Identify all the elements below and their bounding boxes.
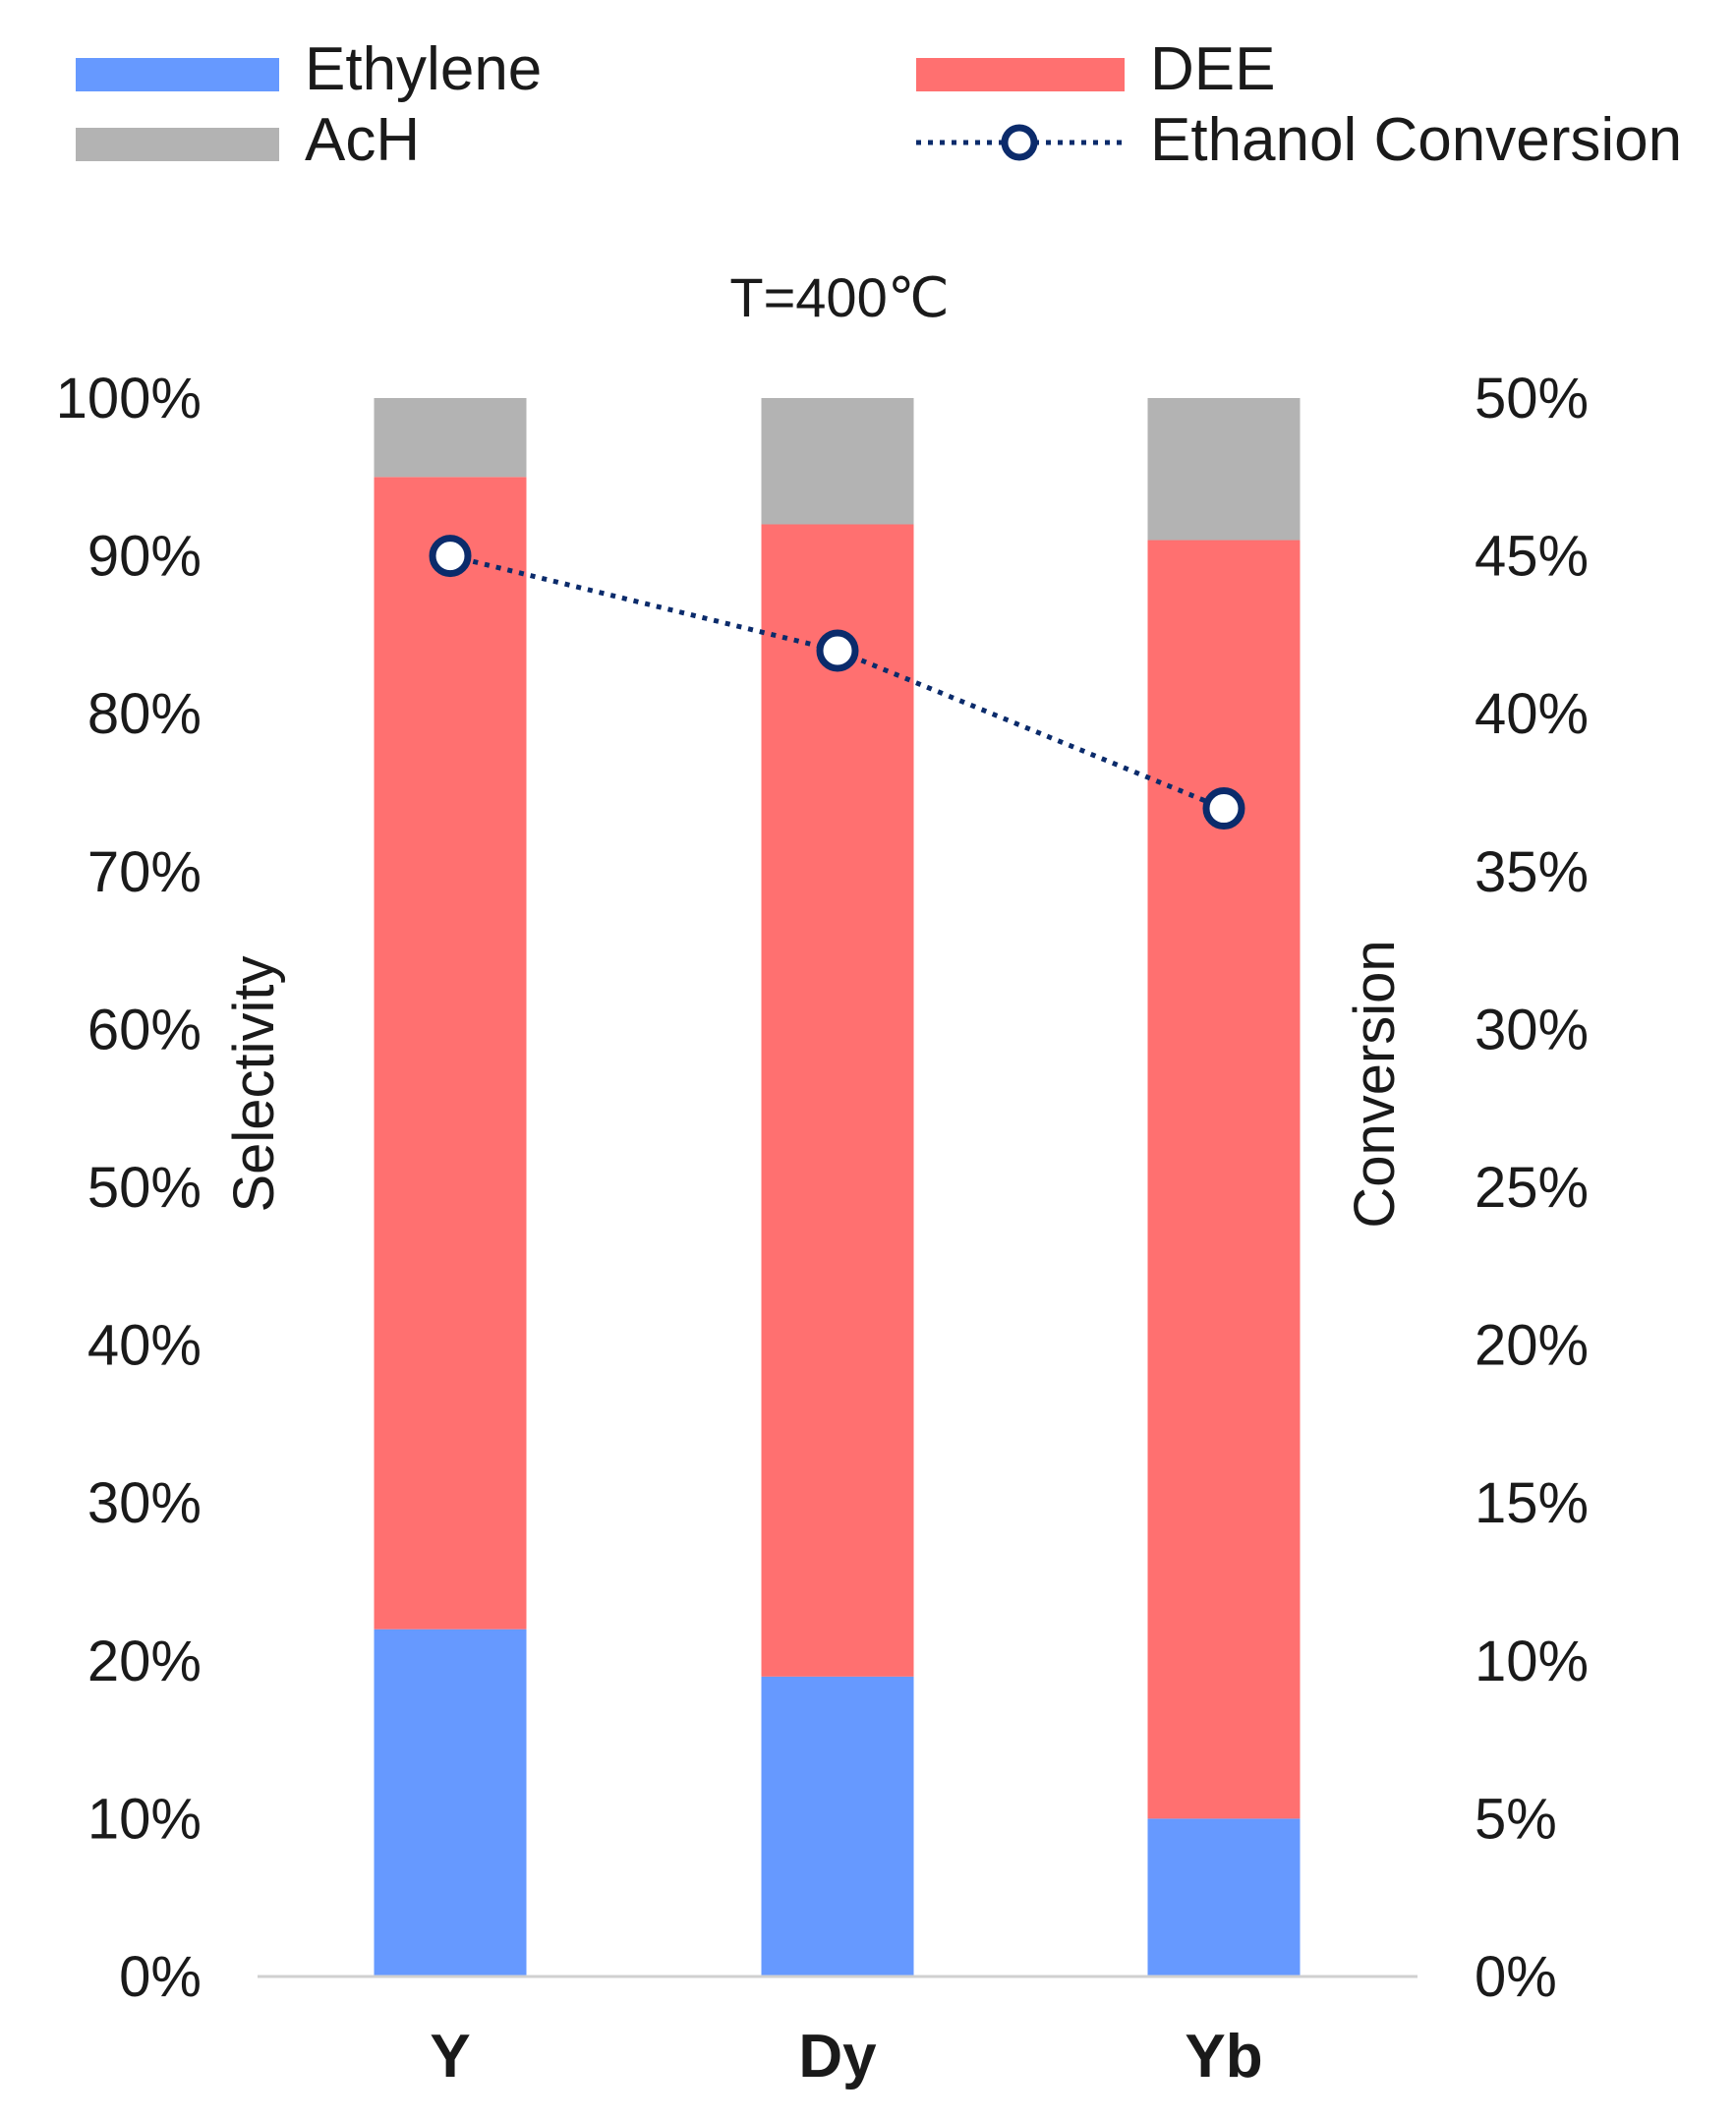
y-left-tick-label: 20% bbox=[87, 1630, 202, 1693]
y-left-tick-label: 50% bbox=[87, 1156, 202, 1220]
y-right-tick-label: 20% bbox=[1475, 1314, 1589, 1378]
legend-swatch-ethylene bbox=[76, 58, 279, 91]
x-category-label: Y bbox=[430, 2023, 470, 2090]
conversion-line-path bbox=[449, 553, 1225, 811]
y-axis-left-title: Selectivity bbox=[222, 955, 286, 1212]
conversion-point-y bbox=[429, 535, 472, 578]
bar-segment-ethylene-y bbox=[374, 1629, 527, 1976]
bar-segment-dee-yb bbox=[1147, 540, 1301, 1819]
y-right-tick-label: 45% bbox=[1475, 525, 1589, 589]
x-category-label: Dy bbox=[798, 2023, 877, 2090]
y-left-tick-label: 60% bbox=[87, 998, 202, 1061]
legend-label-ethylene: Ethylene bbox=[305, 35, 542, 103]
legend-marker-ethanol-conversion bbox=[1001, 124, 1038, 161]
bar-segment-ach-y bbox=[374, 398, 527, 478]
y-right-tick-label: 50% bbox=[1475, 367, 1589, 430]
y-left-tick-label: 100% bbox=[56, 367, 202, 430]
y-right-tick-label: 30% bbox=[1475, 998, 1589, 1061]
bar-segment-dee-dy bbox=[761, 524, 914, 1677]
legend-label-dee: DEE bbox=[1150, 35, 1275, 103]
y-left-tick-label: 40% bbox=[87, 1314, 202, 1378]
y-right-tick-label: 25% bbox=[1475, 1156, 1589, 1220]
legend-label-ethanol-conversion: Ethanol Conversion bbox=[1150, 106, 1682, 174]
legend: Ethylene AcH DEE Ethanol Conversion bbox=[76, 35, 1682, 174]
conversion-point-yb bbox=[1202, 787, 1245, 830]
ethanol-conversion-line bbox=[429, 535, 1245, 830]
legend-swatch-acH bbox=[76, 128, 279, 161]
legend-swatch-dee bbox=[916, 58, 1125, 91]
y-axis-right-ticks: 0% 5% 10% 15% 20% 25% 30% 35% 40% 45% 50% bbox=[1475, 367, 1589, 2009]
y-right-tick-label: 10% bbox=[1475, 1630, 1589, 1693]
bar-segment-dee-y bbox=[374, 477, 527, 1630]
legend-label-acH: AcH bbox=[305, 106, 420, 174]
y-right-tick-label: 5% bbox=[1475, 1787, 1557, 1851]
bar-segment-ach-yb bbox=[1147, 398, 1301, 541]
y-left-tick-label: 80% bbox=[87, 682, 202, 746]
y-axis-right-title: Conversion bbox=[1343, 940, 1407, 1228]
x-category-label: Yb bbox=[1185, 2023, 1262, 2090]
y-right-tick-label: 0% bbox=[1475, 1945, 1557, 2009]
chart-title: T=400℃ bbox=[729, 266, 949, 328]
bar-segment-ethylene-dy bbox=[761, 1676, 914, 1976]
y-right-tick-label: 40% bbox=[1475, 682, 1589, 746]
y-left-tick-label: 90% bbox=[87, 525, 202, 589]
x-axis-categories: Y Dy Yb bbox=[430, 2023, 1262, 2090]
bar-segment-ethylene-yb bbox=[1147, 1818, 1301, 1976]
conversion-point-dy bbox=[816, 629, 859, 672]
y-left-tick-label: 70% bbox=[87, 840, 202, 904]
y-right-tick-label: 15% bbox=[1475, 1471, 1589, 1535]
y-axis-left-ticks: 0% 10% 20% 30% 40% 50% 60% 70% 80% 90% 100% bbox=[56, 367, 202, 2009]
stacked-bars bbox=[374, 398, 1301, 1976]
y-left-tick-label: 10% bbox=[87, 1787, 202, 1851]
y-right-tick-label: 35% bbox=[1475, 840, 1589, 904]
bar-segment-ach-dy bbox=[761, 398, 914, 525]
y-left-tick-label: 0% bbox=[119, 1945, 202, 2009]
y-left-tick-label: 30% bbox=[87, 1471, 202, 1535]
